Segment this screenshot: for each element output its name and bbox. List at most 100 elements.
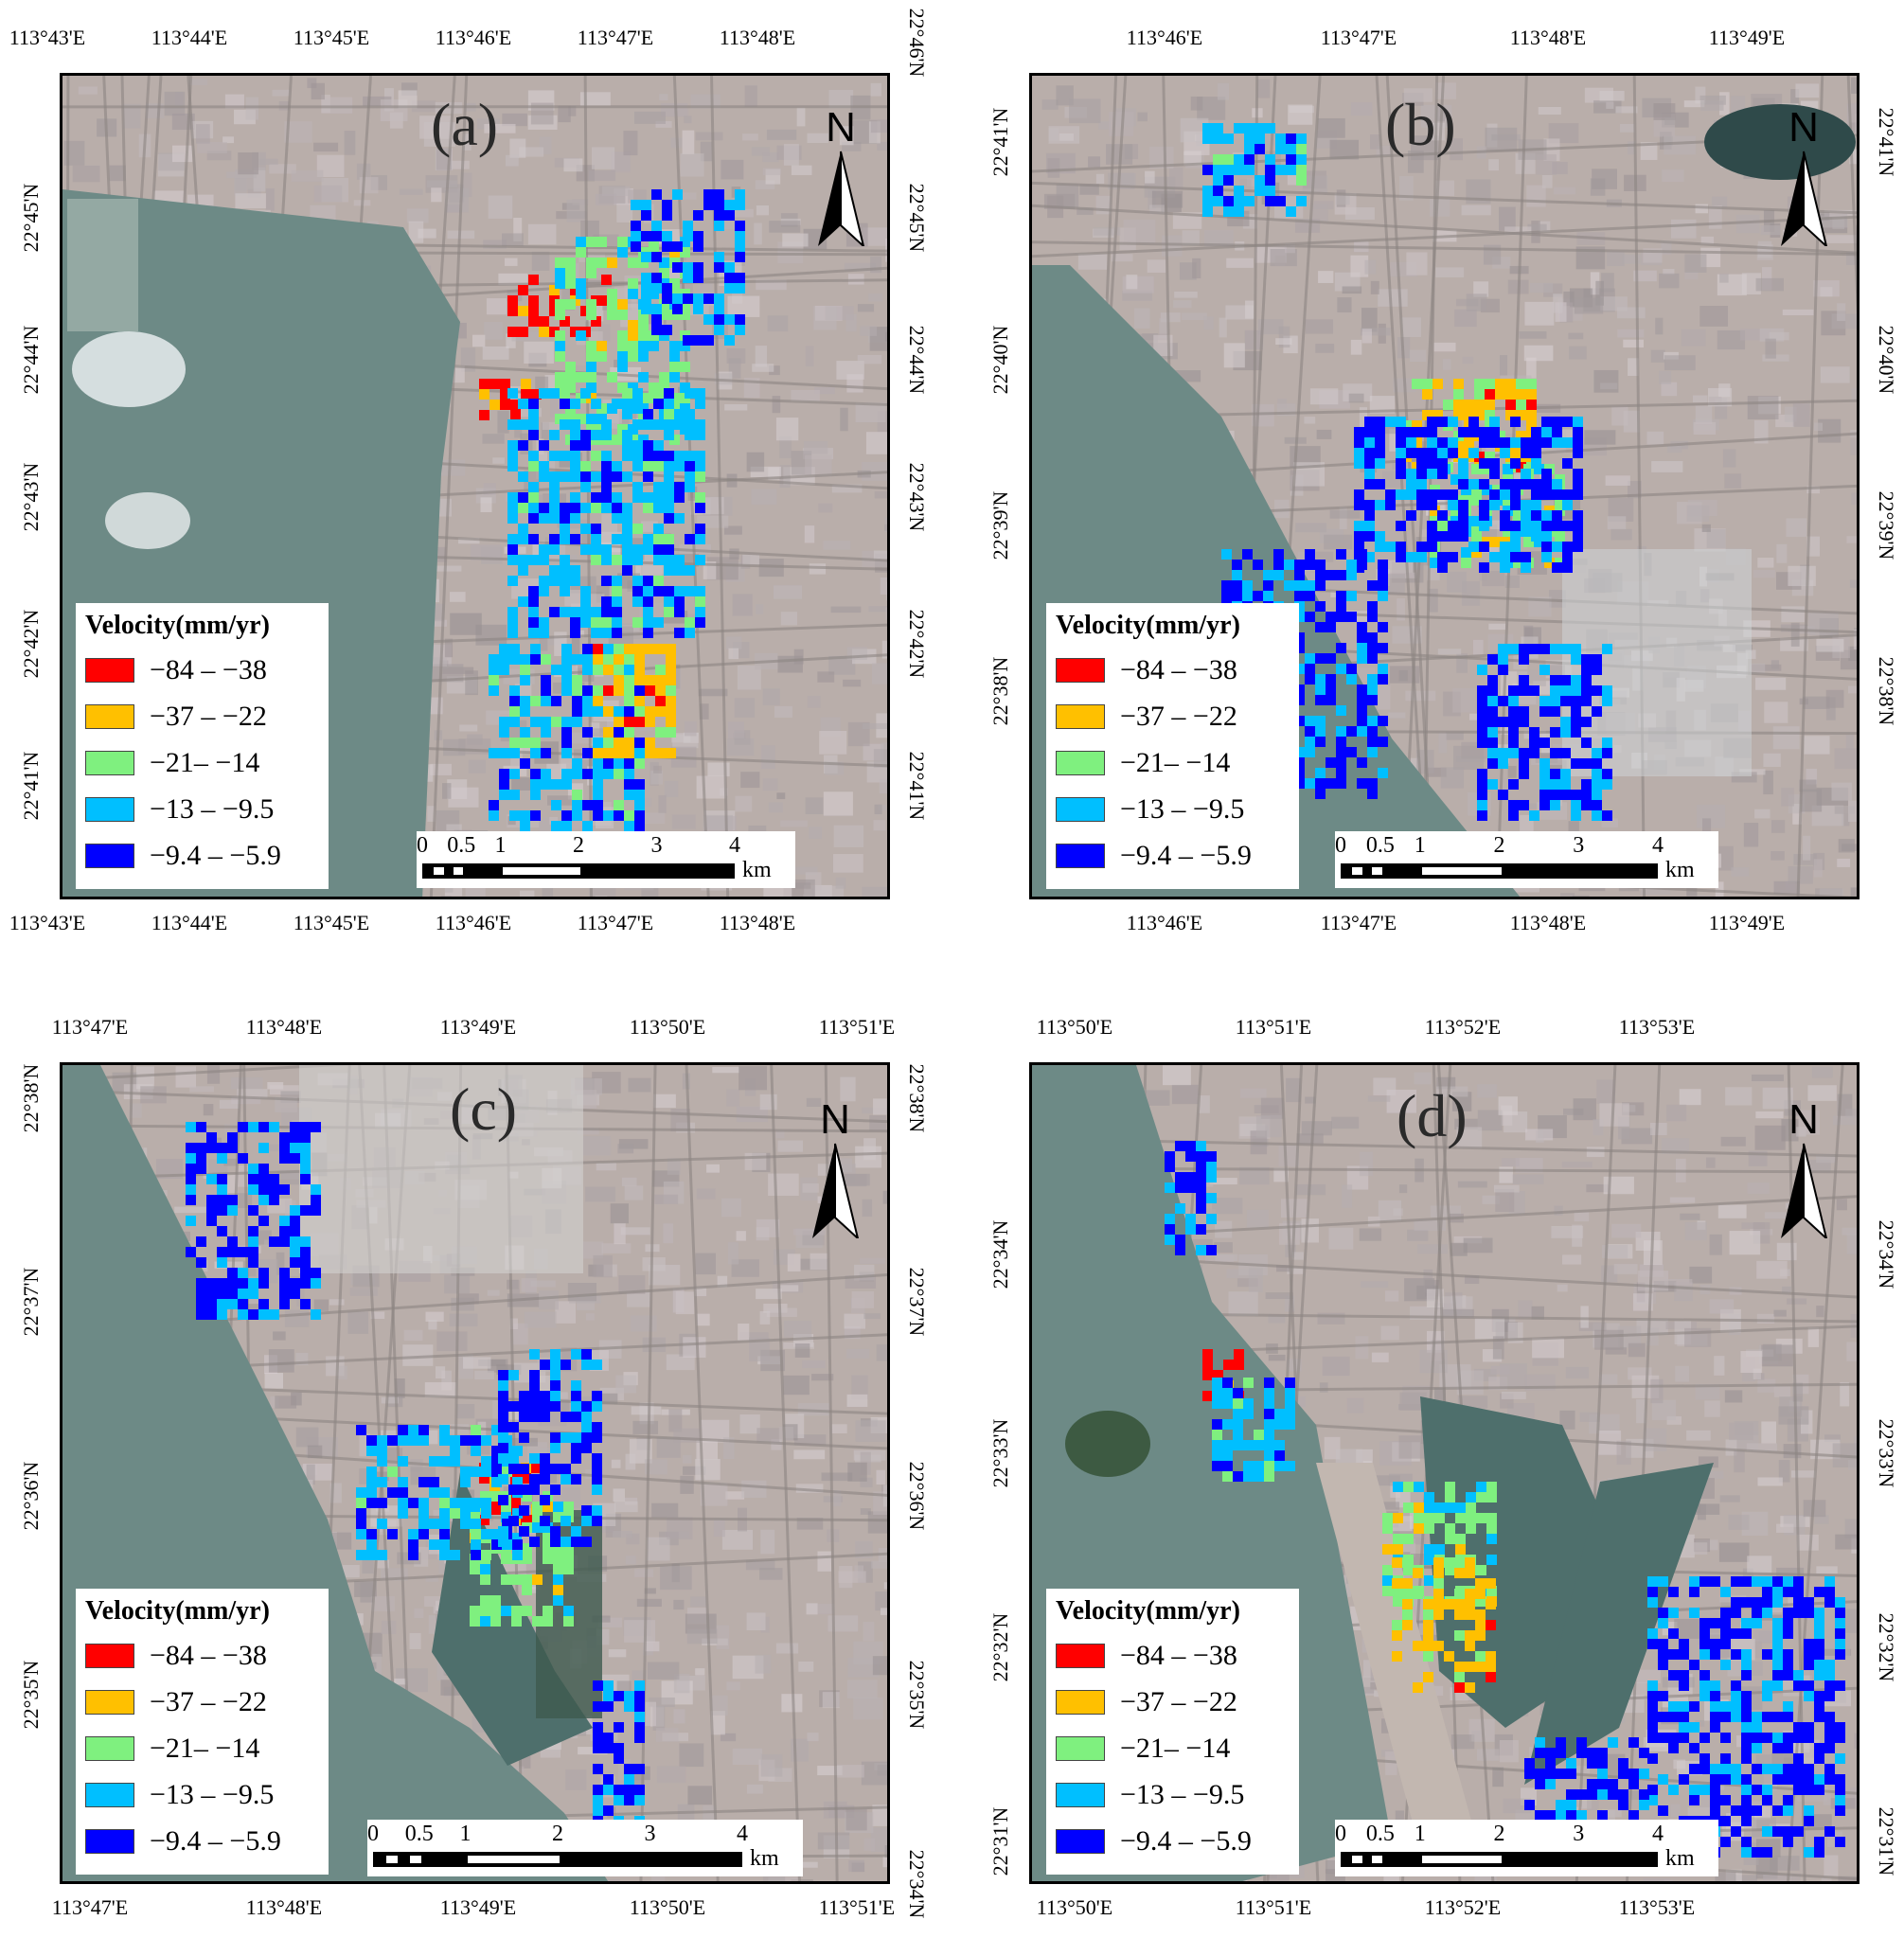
deformation-pixel (669, 351, 680, 362)
deformation-pixel (1416, 542, 1427, 552)
deformation-pixel (1367, 726, 1378, 737)
deformation-pixel (269, 1309, 279, 1320)
deformation-pixel (1531, 510, 1541, 521)
deformation-pixel (290, 1236, 300, 1247)
deformation-pixel (1539, 665, 1550, 675)
deformation-pixel (528, 607, 539, 617)
deformation-pixel (186, 1122, 196, 1132)
deformation-pixel (632, 617, 643, 628)
deformation-pixel (1529, 810, 1539, 821)
deformation-pixel (1510, 489, 1521, 500)
deformation-pixel (1433, 1578, 1444, 1589)
deformation-pixel (1556, 1769, 1566, 1779)
deformation-pixel (539, 628, 549, 638)
legend-swatch (85, 1782, 134, 1807)
deformation-pixel (522, 1554, 532, 1564)
deformation-pixel (499, 769, 509, 779)
deformation-pixel (666, 748, 676, 758)
deformation-pixel (1296, 175, 1307, 186)
deformation-pixel (509, 790, 520, 800)
deformation-pixel (1305, 716, 1315, 726)
deformation-pixel (1367, 716, 1378, 726)
deformation-pixel (429, 1456, 439, 1467)
deformation-pixel (634, 675, 645, 685)
deformation-pixel (570, 430, 580, 440)
deformation-pixel (1556, 1748, 1566, 1758)
deformation-pixel (1699, 1670, 1710, 1680)
deformation-pixel (628, 330, 638, 341)
deformation-pixel (591, 430, 601, 440)
deformation-pixel (1486, 1578, 1496, 1589)
deformation-pixel (1550, 748, 1560, 758)
deformation-pixel (1486, 1651, 1496, 1662)
deformation-pixel (529, 1537, 540, 1547)
deformation-pixel (481, 1467, 491, 1477)
deformation-pixel (520, 727, 530, 738)
deformation-pixel (1628, 1769, 1639, 1779)
deformation-pixel (1479, 500, 1489, 510)
deformation-pixel (1731, 1649, 1741, 1660)
deformation-pixel (1274, 1440, 1285, 1450)
deformation-pixel (1500, 521, 1510, 531)
deformation-pixel (1423, 1620, 1433, 1630)
deformation-pixel (683, 221, 693, 231)
deformation-pixel (1445, 1492, 1455, 1502)
deformation-pixel (1423, 1599, 1433, 1609)
deformation-pixel (1185, 1182, 1196, 1193)
deformation-pixel (300, 1257, 311, 1268)
coord-tick-label: 113°47'E (577, 26, 654, 49)
deformation-pixel (1393, 1544, 1403, 1555)
deformation-pixel (614, 1795, 624, 1805)
deformation-pixel (638, 341, 649, 351)
deformation-pixel (1526, 379, 1537, 389)
deformation-pixel (1196, 1172, 1206, 1182)
deformation-pixel (603, 1701, 614, 1712)
deformation-pixel (1263, 580, 1273, 591)
scale-label: 1 (1414, 833, 1426, 858)
deformation-pixel (529, 1474, 540, 1485)
deformation-pixel (366, 1529, 377, 1539)
deformation-pixel (530, 748, 541, 758)
deformation-pixel (1573, 510, 1583, 521)
deformation-pixel (1465, 1568, 1475, 1578)
deformation-pixel (489, 685, 499, 696)
deformation-pixel (1602, 738, 1612, 748)
deformation-pixel (1668, 1785, 1679, 1795)
deformation-pixel (398, 1477, 408, 1487)
deformation-pixel (1427, 458, 1437, 469)
deformation-pixel (1668, 1701, 1679, 1712)
deformation-pixel (1305, 612, 1315, 622)
scale-bar-graphic (422, 863, 735, 879)
deformation-pixel (1814, 1753, 1824, 1764)
deformation-pixel (479, 379, 489, 389)
scale-label: 4 (1652, 1822, 1664, 1846)
deformation-pixel (560, 607, 570, 617)
deformation-pixel (1346, 612, 1357, 622)
deformation-pixel (1487, 738, 1498, 748)
deformation-pixel (1835, 1837, 1845, 1847)
deformation-pixel (1503, 464, 1513, 474)
deformation-pixel (1196, 1182, 1206, 1193)
deformation-pixel (528, 306, 539, 316)
deformation-pixel (653, 440, 664, 451)
deformation-pixel (1552, 489, 1562, 500)
deformation-pixel (560, 534, 570, 544)
deformation-pixel (1814, 1618, 1824, 1628)
deformation-pixel (551, 717, 561, 727)
deformation-pixel (1477, 696, 1487, 706)
deformation-pixel (518, 471, 528, 482)
legend-swatch (1056, 1689, 1105, 1715)
deformation-pixel (1835, 1628, 1845, 1639)
deformation-pixel (1433, 1599, 1444, 1609)
coord-tick-label: 22°45'N (19, 183, 43, 253)
deformation-pixel (1804, 1660, 1814, 1670)
deformation-pixel (614, 644, 624, 654)
deformation-pixel (1560, 675, 1571, 685)
legend-swatch (1056, 1828, 1105, 1854)
deformation-pixel (238, 1153, 248, 1164)
deformation-pixel (601, 295, 612, 306)
deformation-pixel (377, 1519, 387, 1529)
deformation-pixel (1375, 458, 1385, 469)
deformation-pixel (227, 1236, 238, 1247)
deformation-pixel (1326, 612, 1336, 622)
